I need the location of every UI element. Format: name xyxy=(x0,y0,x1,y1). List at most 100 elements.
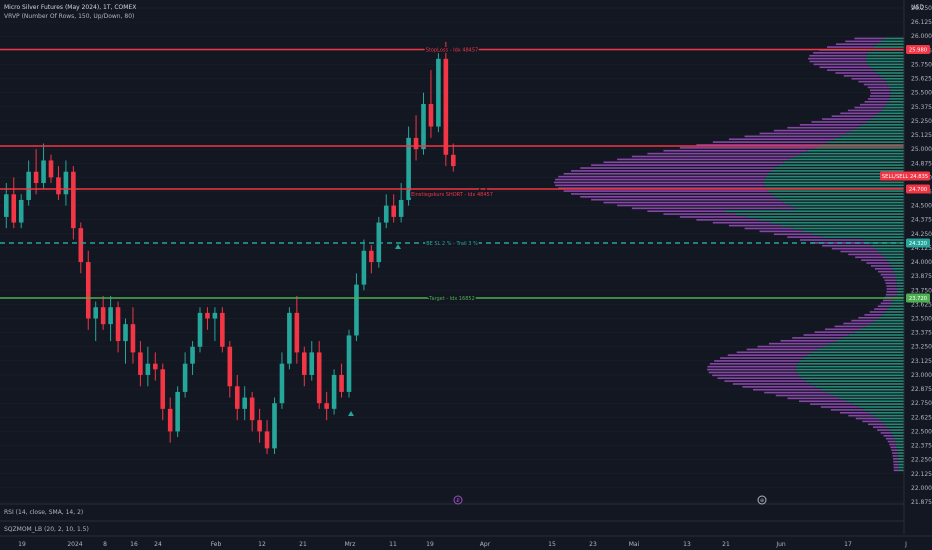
candle-body[interactable] xyxy=(376,222,382,263)
candle-body[interactable] xyxy=(272,403,277,449)
candle-body[interactable] xyxy=(182,363,188,392)
candle-body[interactable] xyxy=(383,205,389,223)
profile-bar-up xyxy=(770,221,904,224)
candle-body[interactable] xyxy=(413,137,419,150)
candle-body[interactable] xyxy=(56,177,61,195)
candle-body[interactable] xyxy=(331,374,337,409)
candle-body[interactable] xyxy=(264,431,270,449)
candle-body[interactable] xyxy=(160,369,166,409)
candle-body[interactable] xyxy=(234,386,240,409)
profile-bar-up xyxy=(802,230,904,233)
candle-body[interactable] xyxy=(324,403,329,409)
candle-body[interactable] xyxy=(369,250,374,263)
profile-bar-up xyxy=(895,276,904,279)
candle-body[interactable] xyxy=(167,408,173,432)
candles[interactable] xyxy=(4,41,456,455)
indicator-legend[interactable]: VRVP (Number Of Rows, 150, Up/Down, 80) xyxy=(4,13,135,20)
candle-body[interactable] xyxy=(443,58,449,155)
profile-bar-down xyxy=(870,92,891,94)
profile-bar-down xyxy=(707,365,796,368)
candle-body[interactable] xyxy=(354,284,359,336)
candle-body[interactable] xyxy=(421,103,426,150)
symbol-title[interactable]: Micro Silver Futures (May 2024), 1T, COM… xyxy=(4,4,137,11)
candle-body[interactable] xyxy=(100,307,106,325)
sqzmom-legend[interactable]: SQZMOM_LB (20, 2, 10, 1.5) xyxy=(4,526,89,533)
candle-body[interactable] xyxy=(294,312,300,353)
candle-body[interactable] xyxy=(48,160,54,178)
profile-bar-up xyxy=(860,328,904,331)
candle-body[interactable] xyxy=(115,307,121,342)
volume-profile xyxy=(554,37,904,472)
candle-body[interactable] xyxy=(4,194,9,217)
candle-body[interactable] xyxy=(257,420,262,432)
profile-bar-up xyxy=(891,432,904,434)
dividend-icon[interactable]: ₽ xyxy=(453,495,463,505)
candle-body[interactable] xyxy=(249,397,255,421)
candle-body[interactable] xyxy=(316,352,322,404)
candle-body[interactable] xyxy=(130,324,136,353)
candle-body[interactable] xyxy=(26,171,31,200)
candle-body[interactable] xyxy=(71,171,76,229)
candle-body[interactable] xyxy=(309,352,315,375)
time-axis[interactable]: 19 2024 8 16 24 Feb 12 21 Mrz 11 19 Apr 15 23 Mai 13 21 J… xyxy=(18,541,907,548)
candle-body[interactable] xyxy=(406,137,411,200)
candle-body[interactable] xyxy=(63,171,69,195)
overlay-lines[interactable]: StopLoss - Idx 48457 Einstiegskurs SHORT … xyxy=(0,46,904,304)
candle-body[interactable] xyxy=(436,58,441,127)
rsi-legend[interactable]: RSI (14, close, SMA, 14, 2) xyxy=(4,509,84,516)
candle-body[interactable] xyxy=(391,205,396,217)
candle-body[interactable] xyxy=(11,194,17,223)
candle-body[interactable] xyxy=(279,363,285,404)
time-tick: 19 xyxy=(18,541,26,548)
candle-body[interactable] xyxy=(212,312,218,319)
candle-body[interactable] xyxy=(205,312,210,319)
candle-body[interactable] xyxy=(85,262,91,319)
candle-body[interactable] xyxy=(153,363,158,370)
time-tick: 2024 xyxy=(67,541,82,548)
candle-body[interactable] xyxy=(398,199,404,217)
candle-body[interactable] xyxy=(451,154,456,167)
candle-body[interactable] xyxy=(93,307,98,319)
profile-bar-down xyxy=(759,132,847,135)
candle-body[interactable] xyxy=(175,391,180,432)
candle-body[interactable] xyxy=(145,363,151,375)
price-axis[interactable]: 26.25026.12526.00025.87525.75025.62525.5… xyxy=(911,5,932,506)
candle-body[interactable] xyxy=(339,374,344,392)
profile-bar-down xyxy=(764,391,828,394)
profile-bar-up xyxy=(833,138,904,141)
profile-bar-up xyxy=(888,100,904,103)
profile-bar-down xyxy=(860,103,887,106)
candle-body[interactable] xyxy=(123,324,128,342)
profile-bar-up xyxy=(822,236,904,238)
candle-body[interactable] xyxy=(108,307,113,325)
candle-body[interactable] xyxy=(361,250,367,285)
profile-bar-down xyxy=(890,446,897,449)
earnings-icon[interactable]: ⊕ xyxy=(757,495,767,505)
candle-body[interactable] xyxy=(220,312,225,347)
candle-body[interactable] xyxy=(18,199,24,223)
candle-body[interactable] xyxy=(428,103,434,127)
candle-body[interactable] xyxy=(287,312,292,364)
profile-bar-down xyxy=(580,167,775,169)
profile-bar-down xyxy=(880,302,892,305)
profile-bar-up xyxy=(774,196,904,198)
profile-bar-up xyxy=(890,95,904,97)
candle-body[interactable] xyxy=(41,160,46,184)
profile-bar-down xyxy=(878,270,894,273)
candle-body[interactable] xyxy=(190,346,195,364)
profile-bar-up xyxy=(879,75,904,77)
profile-bar-down xyxy=(724,380,806,382)
candle-body[interactable] xyxy=(242,397,247,409)
overlay-line-label: Target - Idx 16852 xyxy=(428,296,475,302)
candle-body[interactable] xyxy=(346,335,352,392)
candle-body[interactable] xyxy=(302,352,307,375)
candle-body[interactable] xyxy=(197,312,203,347)
candle-body[interactable] xyxy=(78,228,84,263)
profile-bar-up xyxy=(897,288,904,290)
profile-bar-down xyxy=(696,144,821,146)
profile-bar-up xyxy=(767,190,904,192)
candle-body[interactable] xyxy=(227,346,233,387)
candle-body[interactable] xyxy=(138,352,143,375)
candle-body[interactable] xyxy=(33,171,39,184)
